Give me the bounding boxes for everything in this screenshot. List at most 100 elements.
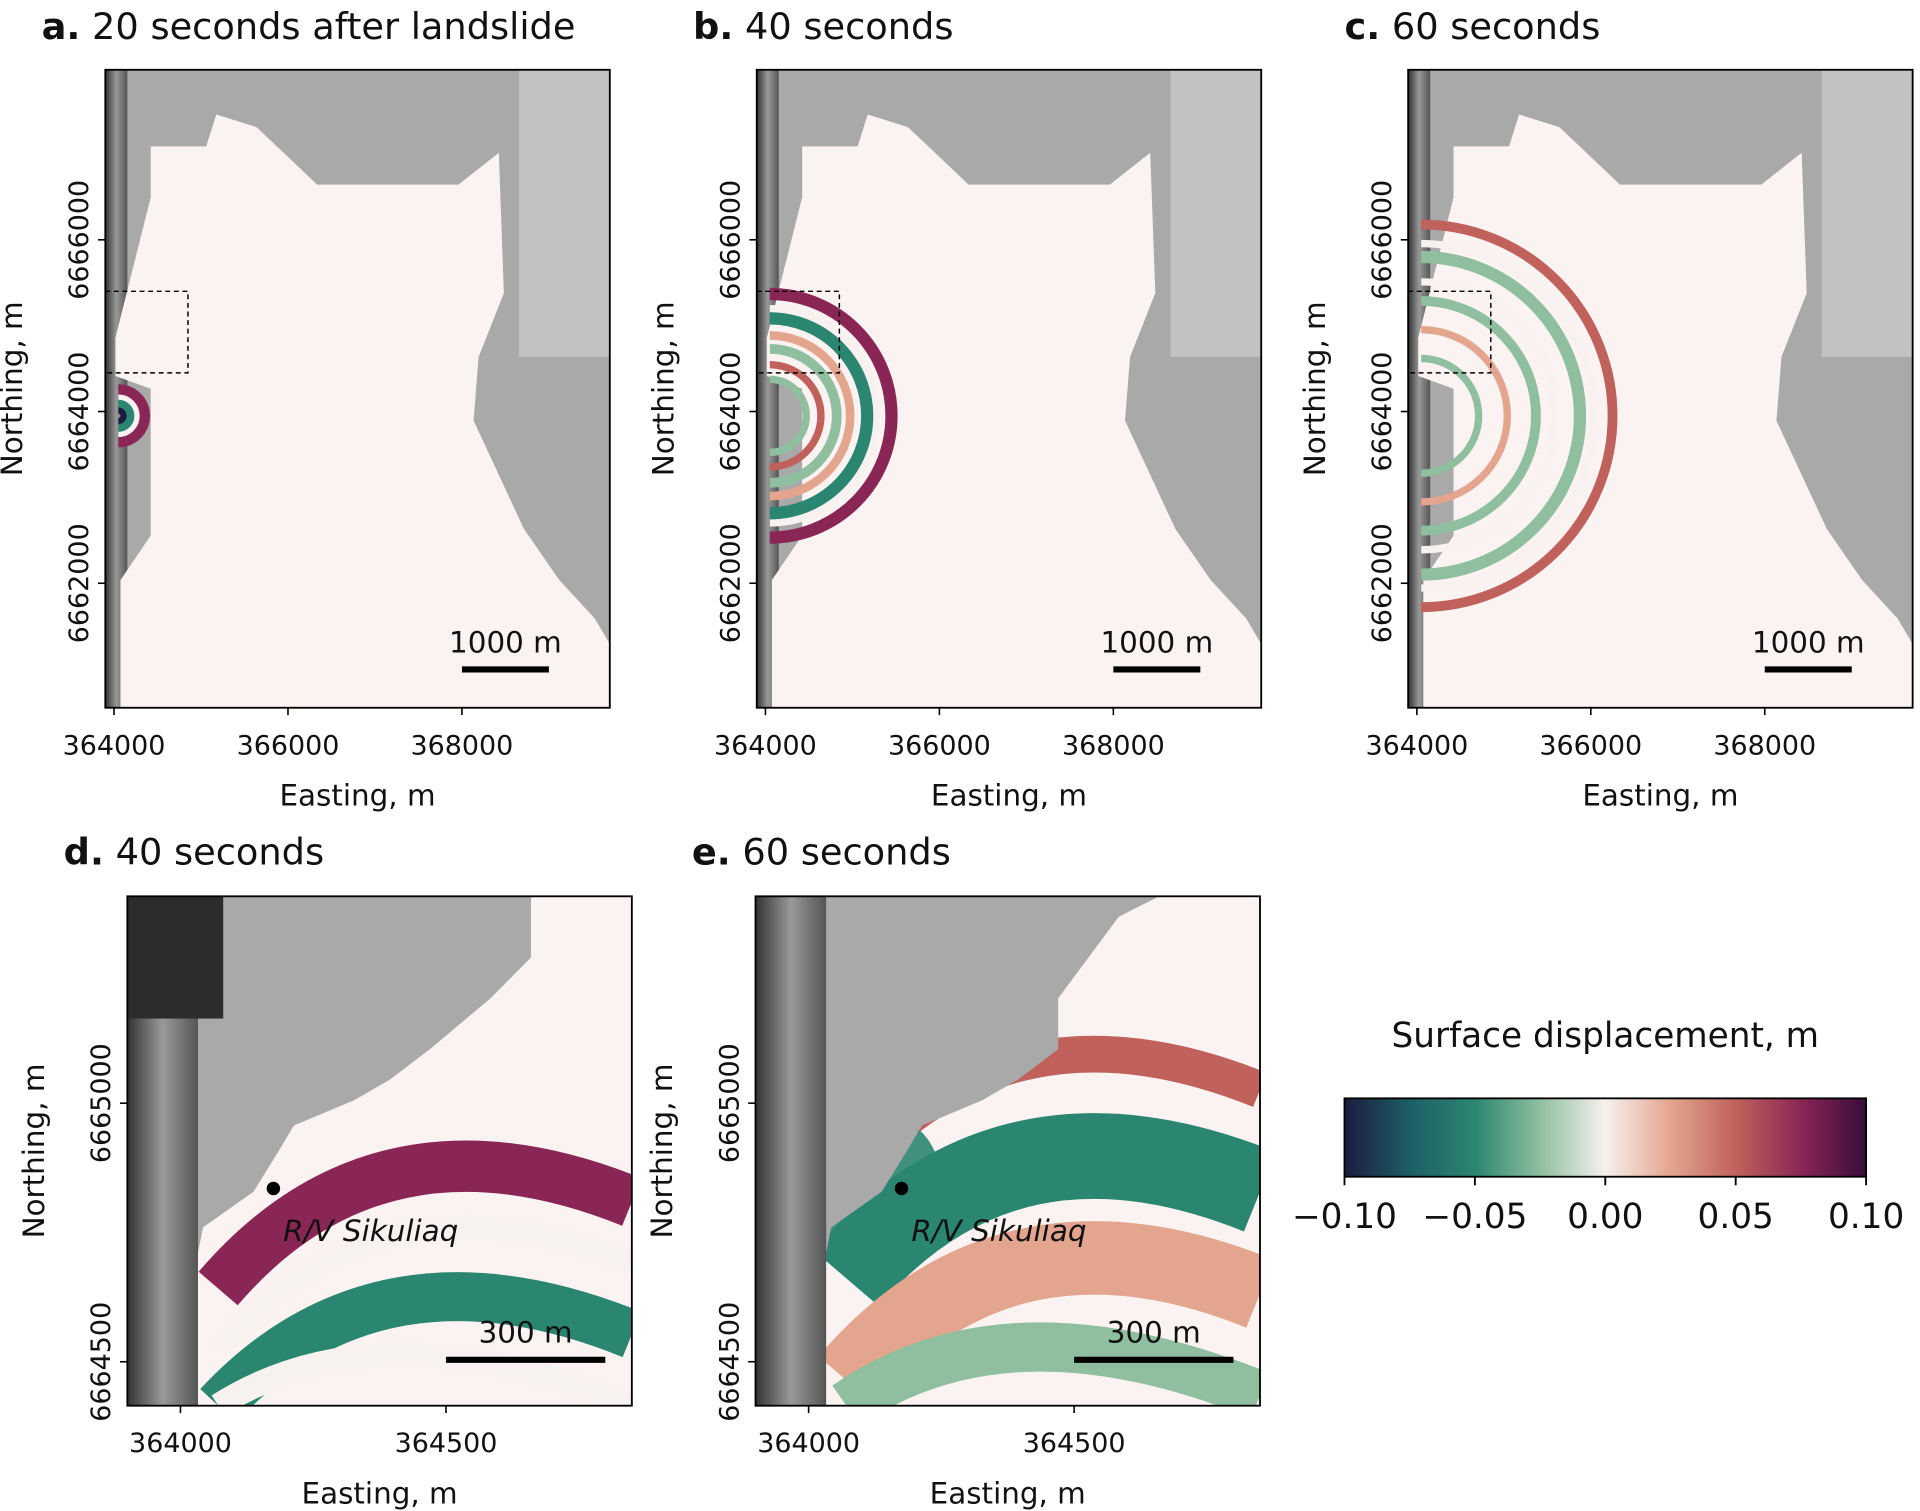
displacement-band (198, 1140, 632, 1306)
vessel-marker (266, 1181, 281, 1196)
x-tick-label: 364500 (395, 1428, 498, 1459)
panel-b: 1000 m 364000 366000 368000 6662000 6664000 66… (646, 5, 1263, 813)
hillshade-cliff (755, 896, 827, 1406)
y-tick-label: 6665000 (86, 1043, 117, 1163)
wave-ring (769, 343, 842, 488)
water (766, 114, 1262, 708)
y-tick-label: 6664000 (64, 352, 95, 472)
panel-title-text: 60 seconds (1380, 5, 1600, 48)
y-tick-label: 6662000 (64, 523, 95, 643)
wave-ring (769, 312, 874, 520)
y-tick-label: 6666000 (1367, 180, 1398, 300)
x-axis-label: Easting, m (302, 1477, 458, 1511)
axes-frame (126, 895, 633, 1407)
panel-letter: d. (64, 830, 104, 873)
y-tick-label: 6664500 (714, 1302, 745, 1422)
colorbar-tick-label: −0.10 (1292, 1197, 1397, 1237)
hillshade-west (756, 69, 779, 708)
x-tick-label: 366000 (1539, 730, 1642, 761)
colorbar-tick-label: 0.05 (1698, 1197, 1774, 1237)
panel-title: e. 60 seconds (692, 830, 951, 873)
y-tick-label: 6662000 (1367, 523, 1398, 643)
hillshade-east (518, 69, 610, 357)
x-tick-label: 366000 (888, 730, 991, 761)
hillshade-east (1821, 69, 1913, 357)
hillshade-east (1170, 69, 1262, 357)
y-tick-label: 6664500 (86, 1302, 117, 1422)
wave-ring (1421, 239, 1598, 592)
panel-title: a. 20 seconds after landslide (42, 5, 576, 48)
map-d (127, 896, 632, 1406)
wave-ring (1421, 296, 1541, 536)
displacement-band (832, 1322, 1260, 1406)
vessel-label: R/V Sikuliaq (911, 1214, 1086, 1248)
displacement-band (208, 1215, 632, 1358)
scale-bar-label: 1000 m (1100, 625, 1213, 659)
scale-bar-label: 300 m (1107, 1316, 1201, 1350)
vessel-label: R/V Sikuliaq (283, 1214, 458, 1248)
x-tick-label: 364500 (1023, 1428, 1126, 1459)
x-tick-label: 368000 (1062, 730, 1165, 761)
wave-ring (1421, 278, 1559, 554)
panel-title-text: 40 seconds (733, 5, 953, 48)
panel-title-text: 20 seconds after landslide (80, 5, 575, 48)
wave-ring (769, 331, 855, 501)
wave-ring (1421, 250, 1587, 581)
y-axis-label: Northing, m (0, 301, 29, 476)
panel-title: b. 40 seconds (693, 5, 953, 48)
map-a (105, 69, 610, 708)
panel-d: R/V Sikuliaq 300 m 364000 364500 6664500 6665… (17, 830, 633, 1511)
panel-title-text: 60 seconds (731, 830, 951, 873)
x-axis-label: Easting, m (1582, 779, 1738, 813)
map-e (755, 896, 1260, 1406)
x-axis-label: Easting, m (930, 1477, 1086, 1511)
land (127, 896, 531, 1406)
y-tick-label: 6666000 (64, 180, 95, 300)
colorbar-tick-label: −0.05 (1422, 1197, 1527, 1237)
land (755, 896, 1160, 1406)
displacement-band (200, 1272, 632, 1406)
hillshade-west (105, 69, 128, 708)
y-tick-label: 6666000 (716, 180, 747, 300)
x-axis-label: Easting, m (931, 779, 1087, 813)
y-tick-label: 6665000 (714, 1043, 745, 1163)
colorbar-tick-label: 0.10 (1828, 1197, 1904, 1237)
y-axis-label: Northing, m (646, 301, 680, 476)
panel-e: R/V Sikuliaq 300 m 364000 364500 6664500 6665… (645, 830, 1261, 1511)
wave-ring (1421, 326, 1511, 506)
wave-ring (1421, 219, 1618, 613)
y-axis-label: Northing, m (1298, 301, 1332, 476)
y-tick-label: 6664000 (716, 352, 747, 472)
x-tick-label: 364000 (129, 1428, 232, 1459)
y-tick-label: 6664000 (1367, 352, 1398, 472)
map-c (1408, 69, 1913, 708)
wave-ring (117, 407, 127, 425)
wave-ring (769, 287, 898, 544)
axes-frame (1407, 68, 1914, 709)
y-axis-label: Northing, m (17, 1064, 51, 1239)
wave-ring (117, 399, 135, 432)
panel-letter: b. (693, 5, 733, 48)
x-tick-label: 368000 (411, 730, 514, 761)
displacement-band (818, 1221, 1260, 1405)
axes-frame (104, 68, 611, 709)
x-tick-label: 368000 (1713, 730, 1816, 761)
wave-ring (769, 304, 881, 527)
map-b (756, 69, 1262, 708)
y-axis-label: Northing, m (645, 1064, 679, 1239)
panel-title: d. 40 seconds (64, 830, 324, 873)
x-tick-label: 364000 (1365, 730, 1468, 761)
axes-frame (754, 895, 1261, 1407)
wave-ring (769, 360, 825, 471)
wave-ring (769, 375, 810, 457)
panel-a: 1000 m 364000 366000 368000 6662000 6664000 66… (0, 5, 611, 813)
vessel-marker (894, 1181, 909, 1196)
scale-bar-label: 300 m (479, 1316, 573, 1350)
wave-ring (117, 384, 150, 448)
colorbar: Surface displacement, m −0.10 −0.05 0.00 0.… (1292, 1016, 1904, 1237)
x-tick-label: 366000 (237, 730, 340, 761)
panel-letter: c. (1344, 5, 1380, 48)
x-axis-label: Easting, m (280, 779, 436, 813)
wave-ring (118, 394, 140, 438)
x-tick-label: 364000 (757, 1428, 860, 1459)
